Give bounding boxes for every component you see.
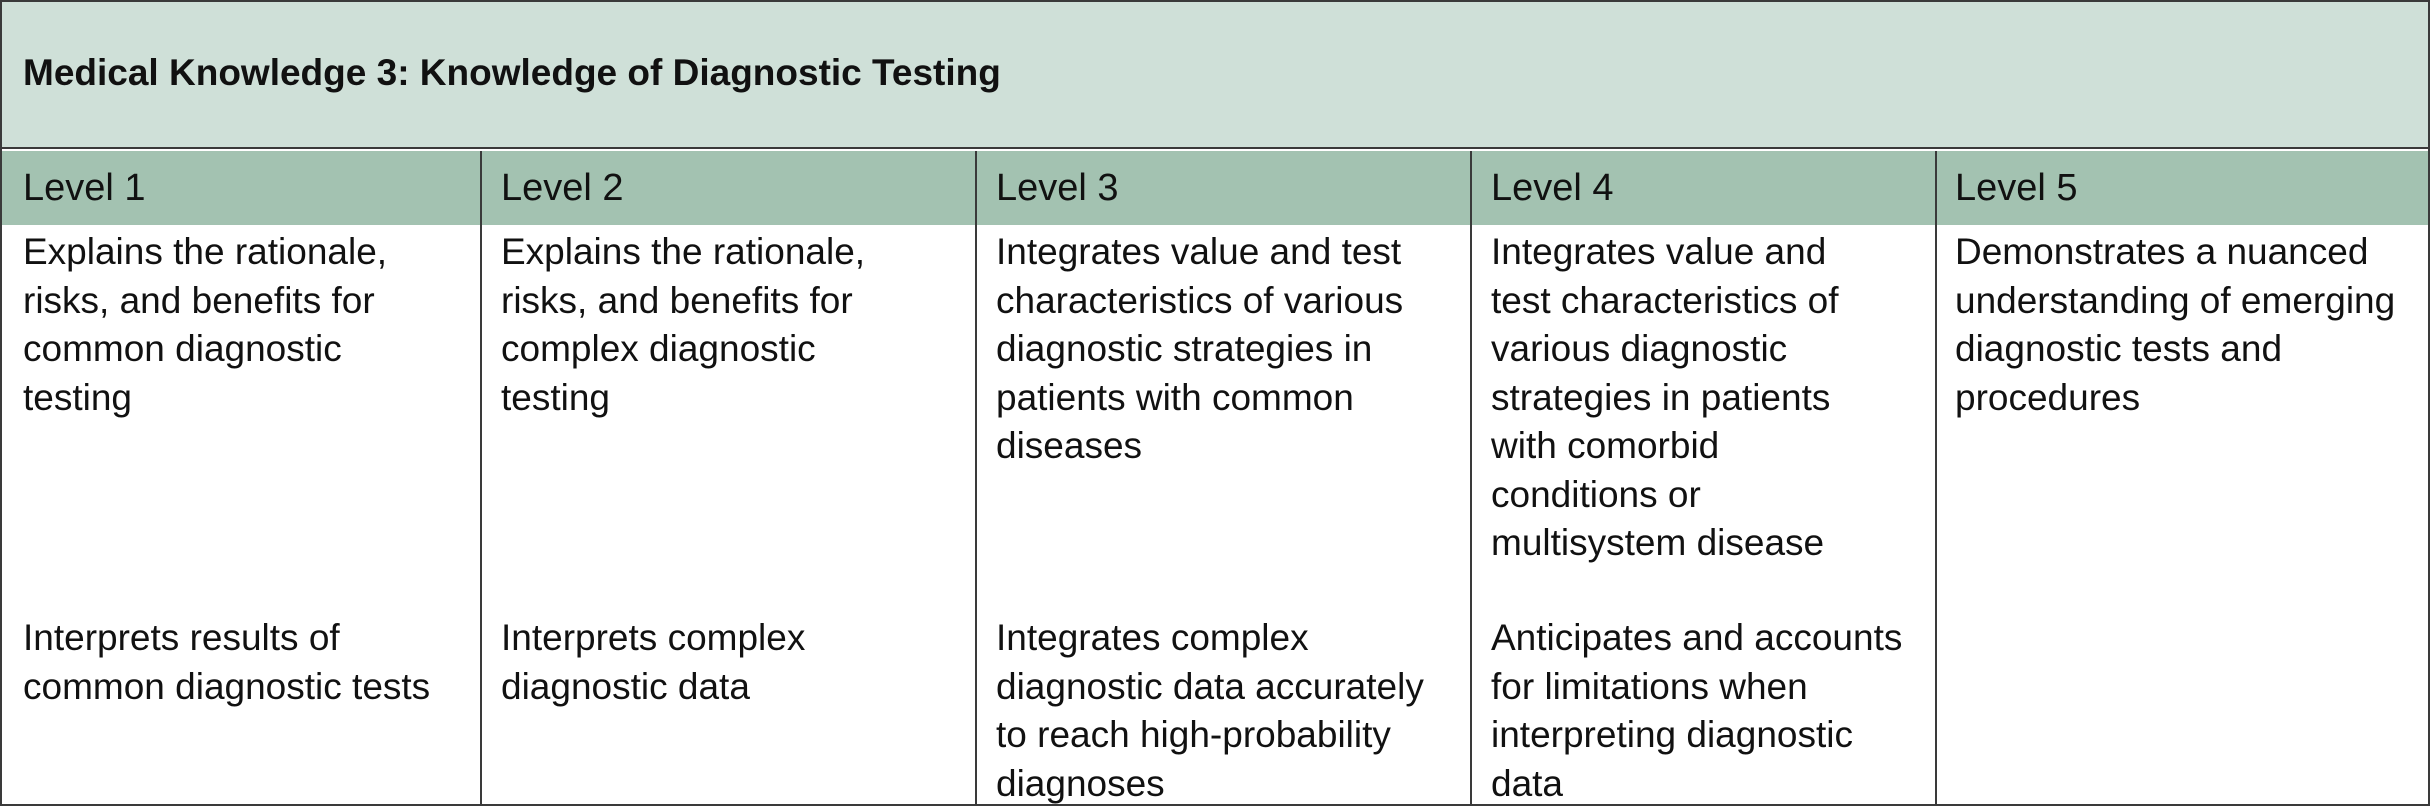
title-row: Medical Knowledge 3: Knowledge of Diagno… [2,2,2428,149]
column-divider [1470,151,1472,804]
header-level-5: Level 5 [1955,167,2078,209]
cell-row1-level3: Integrates value and test characteristic… [996,231,1404,466]
header-row [2,151,2428,225]
cell-row1-level1: Explains the rationale, risks, and benef… [23,231,388,418]
cell-row2-level2: Interprets complex diagnostic data [501,617,806,707]
cell-row1-level4: Integrates value and test characteristic… [1491,231,1839,563]
header-level-1: Level 1 [23,167,146,209]
column-divider [480,151,482,804]
header-level-4: Level 4 [1491,167,1614,209]
header-level-2: Level 2 [501,167,624,209]
column-divider [1935,151,1937,804]
cell-row1-level2: Explains the rationale, risks, and benef… [501,231,866,418]
cell-row1-level5: Demonstrates a nuanced understanding of … [1955,231,2396,418]
table-title: Medical Knowledge 3: Knowledge of Diagno… [23,52,1001,93]
header-level-3: Level 3 [996,167,1119,209]
cell-row2-level1: Interprets results of common diagnostic … [23,617,431,707]
cell-row2-level4: Anticipates and accounts for limitations… [1491,617,1903,804]
cell-row2-level3: Integrates complex diagnostic data accur… [996,617,1424,804]
column-divider [975,151,977,804]
